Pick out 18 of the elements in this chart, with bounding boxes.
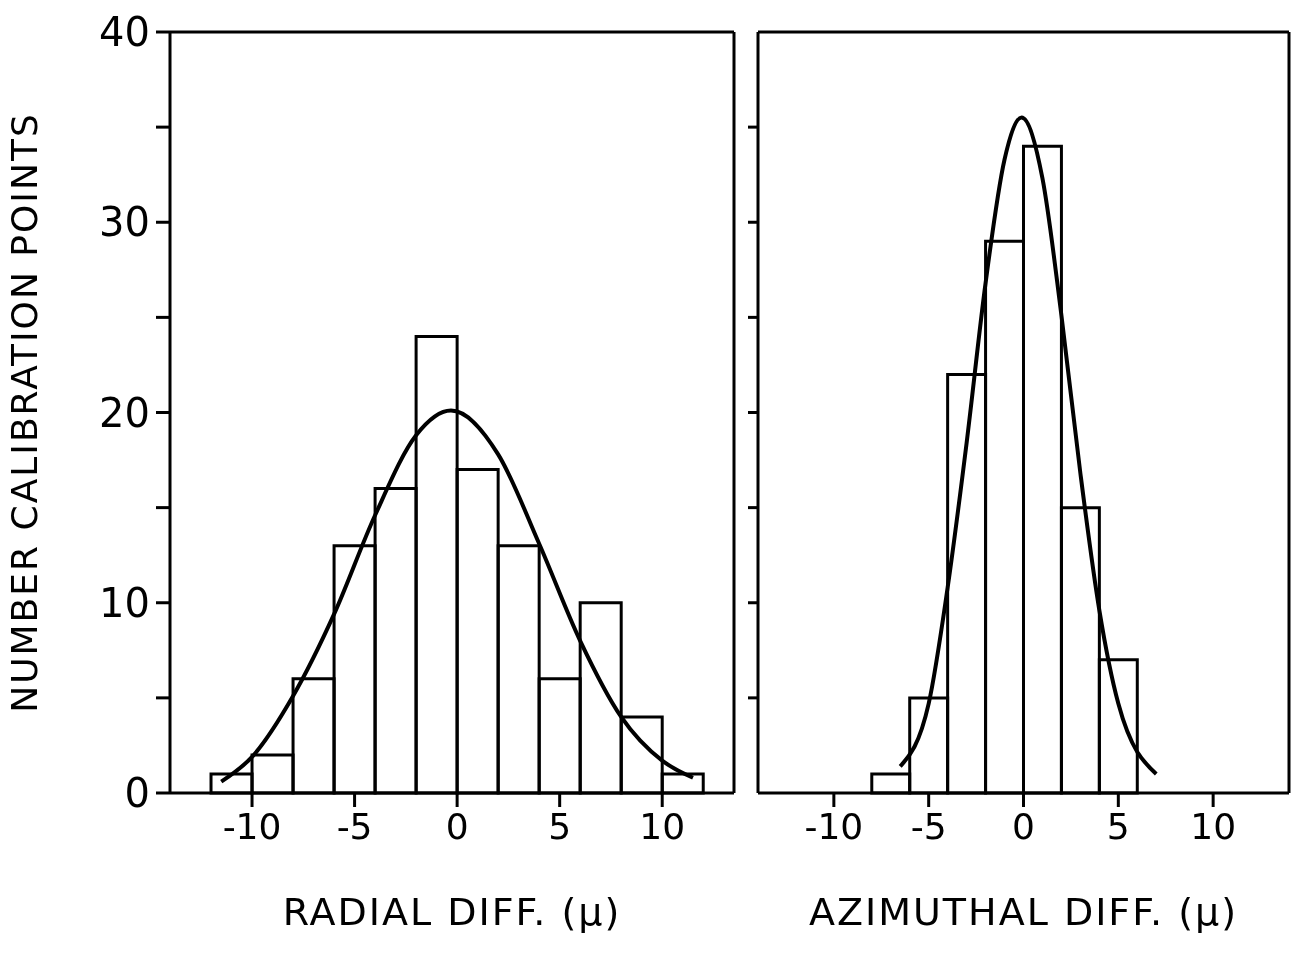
x-tick-label: -5: [336, 805, 373, 847]
y-tick-label: 20: [99, 389, 150, 436]
y-tick-label: 30: [99, 199, 150, 246]
x-tick-label: -5: [910, 805, 947, 847]
y-axis-title: NUMBER CALIBRATION POINTS: [3, 112, 45, 713]
x-tick-label: -10: [222, 805, 282, 847]
y-tick-label: 0: [124, 770, 150, 817]
y-tick-label: 10: [99, 579, 150, 626]
x-tick-label: 0: [1012, 805, 1035, 847]
x-axis-title: AZIMUTHAL DIFF. (μ): [809, 890, 1238, 934]
x-tick-label: 10: [1190, 805, 1237, 847]
x-tick-label: 5: [1106, 805, 1130, 847]
x-tick-label: 10: [639, 805, 686, 847]
x-tick-label: 0: [445, 805, 469, 847]
x-tick-label: -10: [804, 805, 864, 847]
y-tick-label: 40: [99, 9, 150, 56]
x-axis-title: RADIAL DIFF. (μ): [282, 890, 622, 934]
x-tick-label: 5: [548, 805, 572, 847]
